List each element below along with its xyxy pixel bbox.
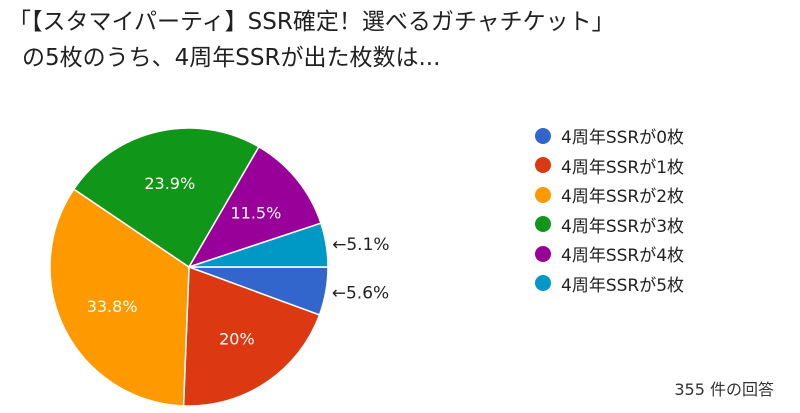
legend-label: 4周年SSRが4枚 <box>561 246 685 267</box>
legend-item: 4周年SSRが5枚 <box>535 269 684 299</box>
legend-dot-icon <box>535 245 551 262</box>
legend-dot-icon <box>535 186 551 203</box>
chart-legend: 4周年SSRが0枚 4周年SSRが1枚 4周年SSRが2枚 4周年SSRが3枚 4周年S… <box>535 121 684 298</box>
legend-label: 4周年SSRが0枚 <box>561 128 685 149</box>
pie-slice <box>72 127 260 269</box>
legend-item: 4周年SSRが4枚 <box>535 239 684 269</box>
legend-item: 4周年SSRが3枚 <box>535 210 684 240</box>
legend-dot-icon <box>535 157 551 174</box>
slice-label: 33.8% <box>87 297 138 316</box>
pie-slice <box>187 145 322 269</box>
slice-label: 20% <box>219 330 255 349</box>
pie-slice <box>188 222 329 268</box>
legend-label: 4周年SSRが3枚 <box>561 216 685 237</box>
slice-label: 23.9% <box>144 174 195 193</box>
pie-slice <box>49 188 190 407</box>
chart-title-line2: の5枚のうち、4周年SSRが出た枚数は... <box>22 45 441 71</box>
legend-item: 4周年SSRが2枚 <box>535 180 684 210</box>
slice-label: 11.5% <box>230 204 281 223</box>
legend-label: 4周年SSRが1枚 <box>561 157 685 178</box>
pie-slice <box>182 265 321 407</box>
legend-dot-icon <box>535 216 551 233</box>
legend-item: 4周年SSRが1枚 <box>535 151 684 181</box>
legend-dot-icon <box>535 275 551 292</box>
legend-dot-icon <box>535 127 551 144</box>
outside-slice-label: ←5.6% <box>332 283 389 303</box>
chart-title-line1: 「【スタマイパーティ】SSR確定！選べるガチャチケット」 <box>8 9 615 35</box>
legend-label: 4周年SSRが5枚 <box>561 275 685 296</box>
response-count: 355 件の回答 <box>674 380 774 399</box>
legend-item: 4周年SSRが0枚 <box>535 121 684 151</box>
legend-label: 4周年SSRが2枚 <box>561 187 685 208</box>
outside-slice-label: ←5.1% <box>332 235 389 255</box>
chart-title: 「【スタマイパーティ】SSR確定！選べるガチャチケット」 の5枚のうち、4周年S… <box>8 4 615 76</box>
